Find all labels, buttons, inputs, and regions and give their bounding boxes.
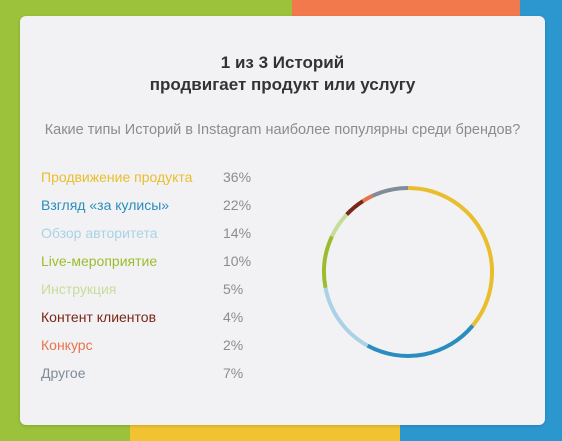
page-title: 1 из 3 Историй продвигает продукт или ус… (20, 52, 545, 96)
legend-value: 5% (223, 281, 244, 297)
legend-label: Обзор авторитета (41, 225, 158, 241)
title-line-2: продвигает продукт или услугу (149, 75, 416, 94)
legend-value: 7% (223, 365, 244, 381)
legend-label: Инструкция (41, 281, 117, 297)
legend-value: 36% (223, 169, 252, 185)
donut-segments (322, 186, 494, 358)
legend-value: 14% (223, 225, 252, 241)
legend-label: Конкурс (41, 337, 93, 353)
donut-segment (361, 194, 374, 203)
donut-chart (322, 186, 494, 358)
legend-label: Продвижение продукта (41, 169, 193, 185)
legend-value: 2% (223, 337, 244, 353)
donut-segment (366, 324, 475, 358)
legend-item: Конкурс 2% (41, 335, 281, 363)
legend-label: Другое (41, 365, 86, 381)
legend-value: 10% (223, 253, 252, 269)
legend-item: Контент клиентов 4% (41, 307, 281, 335)
donut-segment (345, 199, 365, 216)
title-line-1: 1 из 3 Историй (220, 53, 345, 72)
donut-segment (323, 287, 369, 348)
legend-item: Обзор авторитета 14% (41, 223, 281, 251)
legend-item: Продвижение продукта 36% (41, 167, 281, 195)
donut-center (324, 188, 492, 356)
donut-segment (407, 186, 494, 327)
legend-value: 22% (223, 197, 252, 213)
legend-value: 4% (223, 309, 244, 325)
legend-item: Инструкция 5% (41, 279, 281, 307)
legend-item: Другое 7% (41, 363, 281, 391)
question-text: Какие типы Историй в Instagram наиболее … (44, 122, 521, 138)
chart-legend: Продвижение продукта 36% Взгляд «за кулисы… (41, 167, 281, 391)
legend-item: Live-мероприятие 10% (41, 251, 281, 279)
legend-label: Взгляд «за кулисы» (41, 197, 170, 213)
legend-label: Live-мероприятие (41, 253, 158, 269)
donut-segment (371, 186, 409, 198)
donut-segment (322, 235, 334, 289)
legend-item: Взгляд «за кулисы» 22% (41, 195, 281, 223)
donut-segment (330, 213, 349, 238)
legend-label: Контент клиентов (41, 309, 157, 325)
